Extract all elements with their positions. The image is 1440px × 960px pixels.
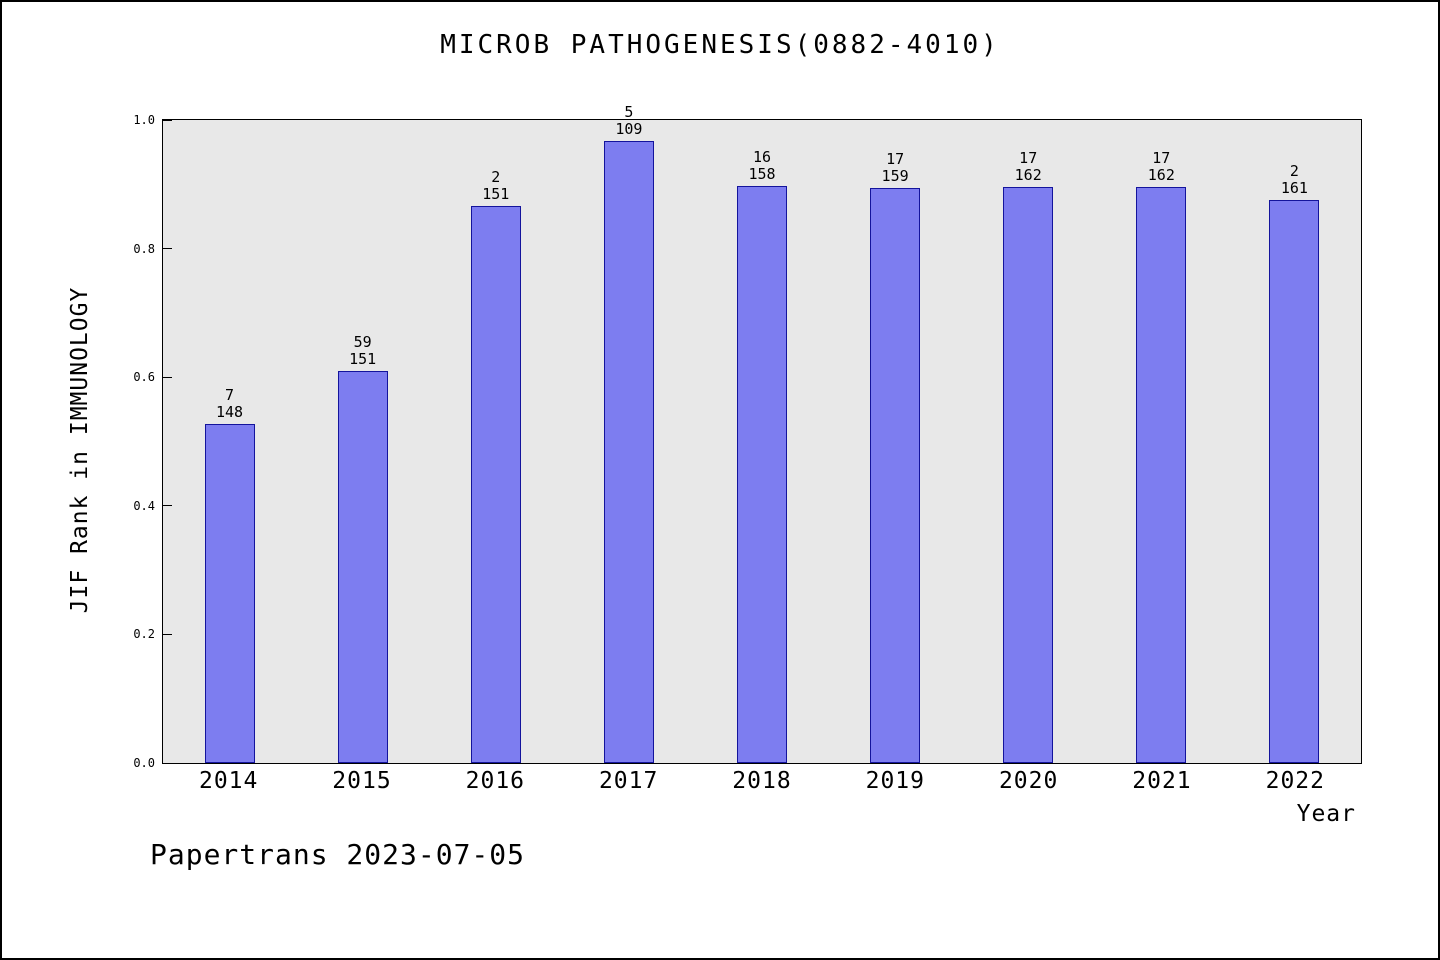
bar-rank-value: 7 <box>225 386 235 405</box>
bar-slot-2021: 17 162 <box>1095 120 1228 763</box>
bar-slot-2016: 2 151 <box>429 120 562 763</box>
bar-2019 <box>870 188 921 763</box>
bar-total-value: 161 <box>1280 179 1308 198</box>
x-axis-tick-labels: 2014 2015 2016 2017 2018 2019 2020 2021 2022 <box>162 768 1362 794</box>
bar-2020 <box>1003 186 1054 763</box>
bar-value-label: 2 161 <box>1281 163 1308 197</box>
bar-total-value: 148 <box>216 403 244 422</box>
bar-rank-value: 16 <box>752 147 772 166</box>
bar-slot-2018: 16 158 <box>695 120 828 763</box>
x-tick-label-2022: 2022 <box>1265 768 1325 794</box>
bar-value-label: 16 158 <box>748 147 776 183</box>
watermark-text: Papertrans 2023-07-05 <box>150 838 526 871</box>
y-axis-title: JIF Rank in IMMUNOLOGY <box>67 286 93 614</box>
x-tick-label-2014: 2014 <box>198 768 259 794</box>
bar-slot-2017: 5 109 <box>562 103 695 763</box>
bar-rank-value: 2 <box>1289 162 1299 181</box>
x-tick-label-2018: 2018 <box>732 768 792 794</box>
x-tick-label-2015: 2015 <box>332 768 392 794</box>
y-tick-label: 0.4 <box>133 498 155 513</box>
bar-2014 <box>204 424 255 763</box>
y-tick-label: 0.2 <box>133 627 155 642</box>
bar-value-label: 2 151 <box>482 167 510 203</box>
bar-total-value: 162 <box>1014 165 1042 184</box>
y-tick-mark <box>163 119 172 121</box>
bar-value-label: 17 159 <box>882 151 909 185</box>
y-tick-label: 1.0 <box>133 113 155 127</box>
bar-rank-value: 17 <box>886 150 905 169</box>
bar-2017 <box>603 140 654 763</box>
bar-slot-2014: 7 148 <box>163 120 296 763</box>
x-tick-label-2020: 2020 <box>998 768 1059 794</box>
x-tick-label-2017: 2017 <box>598 768 659 794</box>
bars-container: 7 148 59 151 2 151 5 109 16 158 17 159 17 162 17 162 2 16… <box>163 103 1361 763</box>
bar-total-value: 162 <box>1147 165 1175 184</box>
bar-rank-value: 59 <box>353 333 372 352</box>
bar-value-label: 17 162 <box>1014 148 1042 184</box>
bar-2022 <box>1269 200 1320 763</box>
bar-total-value: 151 <box>482 184 510 203</box>
y-tick-mark <box>163 376 172 378</box>
y-tick-mark <box>163 505 172 507</box>
bar-2015 <box>337 371 388 763</box>
bar-rank-value: 2 <box>491 167 501 186</box>
bar-value-label: 59 151 <box>349 334 376 368</box>
x-tick-label-2019: 2019 <box>865 768 925 794</box>
bar-slot-2022: 2 161 <box>1228 120 1361 763</box>
bar-rank-value: 5 <box>624 102 634 121</box>
bar-value-label: 7 148 <box>216 387 243 421</box>
bar-total-value: 109 <box>615 119 643 138</box>
x-tick-label-2016: 2016 <box>465 768 526 794</box>
bar-rank-value: 17 <box>1019 148 1038 167</box>
y-tick-label: 0.0 <box>133 756 155 770</box>
bar-slot-2015: 59 151 <box>296 120 429 763</box>
bar-slot-2020: 17 162 <box>962 120 1095 763</box>
y-tick-mark <box>163 762 172 764</box>
y-tick-label: 0.8 <box>133 241 155 256</box>
chart-title: MICROB PATHOGENESIS(0882-4010) <box>440 30 1000 60</box>
y-tick-mark <box>163 248 172 250</box>
bar-slot-2019: 17 159 <box>829 120 962 763</box>
y-tick-label: 0.6 <box>133 370 155 385</box>
bar-2018 <box>736 185 787 763</box>
x-tick-label-2021: 2021 <box>1132 768 1192 794</box>
bar-total-value: 159 <box>881 167 909 186</box>
bar-2016 <box>470 205 521 763</box>
bar-2021 <box>1136 186 1187 763</box>
plot-area: 7 148 59 151 2 151 5 109 16 158 17 159 17 162 17 162 2 16… <box>133 103 1362 770</box>
x-axis-title: Year <box>1296 801 1356 827</box>
y-tick-mark <box>163 633 172 635</box>
bar-value-label: 17 162 <box>1147 148 1175 184</box>
bar-value-label: 5 109 <box>615 102 643 138</box>
bar-total-value: 151 <box>349 350 377 369</box>
bar-total-value: 158 <box>748 164 776 183</box>
bar-rank-value: 17 <box>1152 148 1171 167</box>
